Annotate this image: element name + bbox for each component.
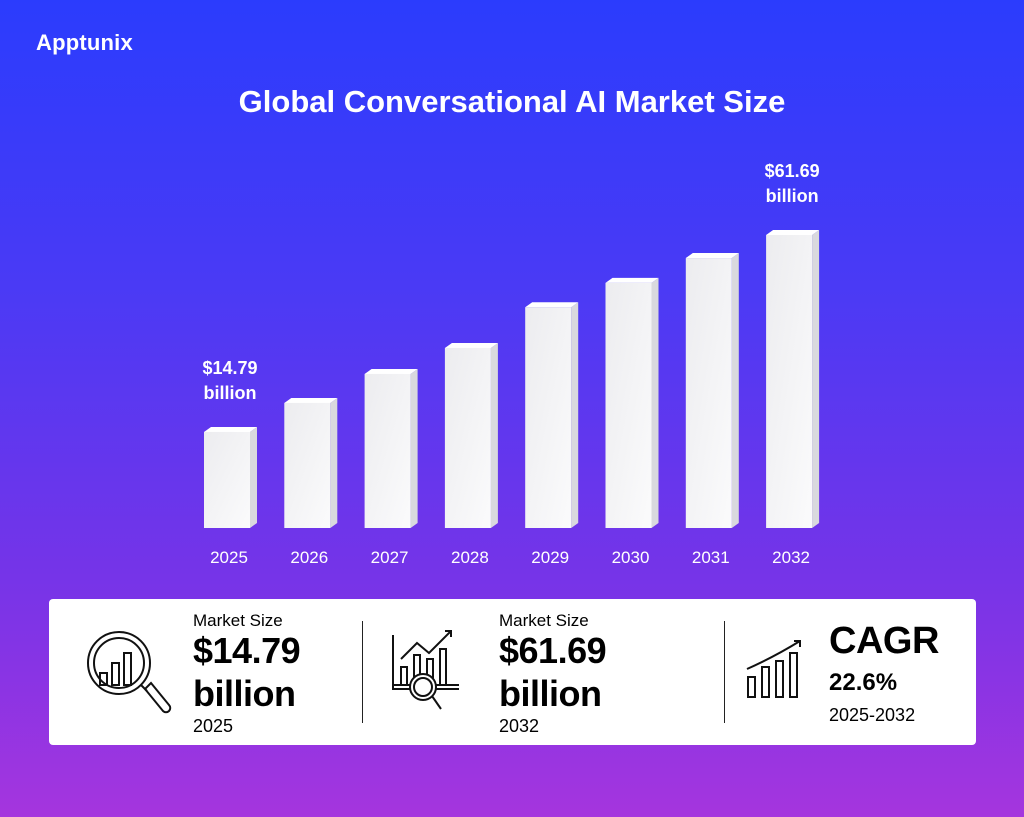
bar-side-2031: [731, 253, 739, 528]
bar-top-2027: [364, 368, 418, 374]
divider: [362, 621, 363, 723]
magnifier-chart-icon: [87, 631, 172, 714]
bar-side-2028: [490, 342, 498, 528]
x-tick-label: 2030: [612, 548, 650, 567]
bar-top-2030: [605, 277, 659, 283]
x-tick-label: 2029: [531, 548, 569, 567]
x-tick-label: 2027: [371, 548, 409, 567]
summary-panel: Market Size $14.79 billion 2025 Market S…: [49, 599, 976, 745]
start-value: $14.79: [193, 630, 301, 671]
chart-title: Global Conversational AI Market Size: [238, 84, 786, 119]
start-year: 2025: [193, 716, 234, 736]
cagr-label: CAGR: [829, 620, 939, 662]
bar-top-2029: [525, 302, 579, 308]
x-tick-label: 2026: [290, 548, 328, 567]
x-tick-label: 2028: [451, 548, 489, 567]
bar-2025: [204, 431, 250, 528]
bar-top-2028: [444, 342, 498, 348]
bar-2030: [605, 282, 652, 528]
bar-side-2032: [812, 230, 820, 528]
bar-top-2032: [766, 230, 820, 236]
end-label: Market Size: [499, 611, 589, 630]
data-label: billion: [766, 186, 819, 206]
data-label: billion: [204, 383, 257, 403]
divider: [724, 621, 725, 723]
bar-2032: [766, 235, 813, 528]
rising-bars-icon: [746, 640, 801, 698]
start-unit: billion: [193, 673, 296, 714]
x-tick-label: 2025: [210, 548, 248, 567]
bar-side-2025: [250, 426, 257, 528]
bar-top-2025: [204, 426, 257, 432]
bar-2027: [364, 373, 411, 528]
growth-analysis-icon: [392, 630, 459, 710]
end-year: 2032: [499, 716, 540, 736]
bar-side-2027: [410, 368, 418, 528]
cagr-range: 2025-2032: [829, 705, 916, 725]
bar-top-2031: [685, 253, 739, 259]
end-unit: billion: [499, 673, 602, 714]
x-tick-label: 2032: [772, 548, 810, 567]
bar-2026: [284, 402, 331, 528]
start-label: Market Size: [193, 611, 283, 630]
bar-side-2029: [571, 302, 579, 528]
data-label: $61.69: [765, 161, 820, 181]
bar-top-2026: [284, 397, 338, 403]
brand-logo: Apptunix: [36, 30, 133, 56]
logo-text: Apptunix: [36, 30, 133, 55]
bar-chart: 2025 $14.79 billion 2026 2027 2028 2029 2030 203…: [202, 161, 820, 567]
end-value: $61.69: [499, 630, 607, 671]
cagr-value: 22.6%: [829, 669, 898, 696]
bar-2031: [685, 258, 732, 528]
bar-2029: [525, 307, 572, 528]
bar-2028: [444, 347, 491, 528]
data-label: $14.79: [202, 358, 257, 378]
bar-side-2026: [330, 397, 338, 528]
x-tick-label: 2031: [692, 548, 730, 567]
bar-side-2030: [651, 277, 659, 528]
